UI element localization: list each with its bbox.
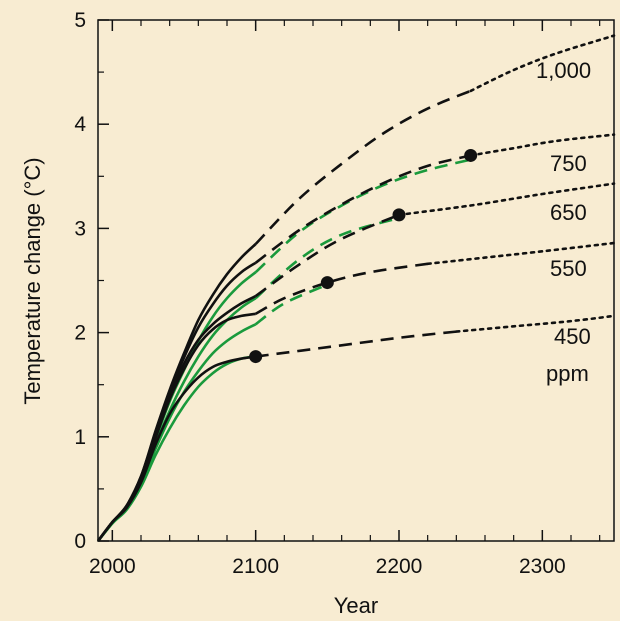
y-tick-label: 2 <box>74 322 86 345</box>
x-axis-title: Year <box>334 593 378 618</box>
stabilization-point-1 <box>249 350 263 364</box>
curves <box>96 34 616 542</box>
y-tick-label: 0 <box>74 530 86 553</box>
series-650-dotted-line <box>397 182 616 217</box>
y-axis-title: Temperature change (°C) <box>20 157 45 404</box>
stabilization-point-3 <box>392 208 406 222</box>
y-tick-label: 3 <box>74 217 86 240</box>
series-1000-solid-line <box>96 243 257 542</box>
x-tick-label: 2000 <box>89 555 136 578</box>
stabilization-points <box>249 148 478 364</box>
series-green-7-dashed-line <box>254 283 328 326</box>
curve-labels: 1,000 750 650 550 450 ppm <box>536 58 591 386</box>
series-550-solid-line <box>96 312 256 542</box>
series-450-dotted-line <box>455 314 616 333</box>
label-650: 650 <box>550 200 587 225</box>
series-550-dotted-line <box>426 241 616 266</box>
plot-border <box>97 19 615 542</box>
series-650-dashed-line <box>254 213 400 298</box>
series-1000-dotted-line <box>469 34 616 93</box>
label-1000: 1,000 <box>536 58 591 83</box>
x-tick-label: 2100 <box>232 555 279 578</box>
stabilization-point-4 <box>464 148 478 162</box>
label-750: 750 <box>550 151 587 176</box>
label-450: 450 <box>554 324 591 349</box>
series-750-dotted-line <box>469 133 616 157</box>
series-green-7-solid-line <box>96 323 257 542</box>
series-550-dashed-line <box>255 262 428 315</box>
x-tick-label: 2300 <box>519 555 566 578</box>
y-tick-label: 1 <box>74 426 86 449</box>
x-tick-label: 2200 <box>376 555 423 578</box>
label-550: 550 <box>550 256 587 281</box>
series-450-solid-line <box>96 355 256 542</box>
y-tick-label: 4 <box>74 113 86 136</box>
series-green-6-solid-line <box>96 297 257 542</box>
stabilization-point-2 <box>320 276 334 290</box>
series-green-5-dashed-line <box>254 158 472 274</box>
plot-frame <box>97 19 615 542</box>
axis-ticks: 2000 2100 2200 2300 0 1 2 3 4 5 <box>74 9 601 578</box>
series-450-dashed-line <box>255 330 457 358</box>
label-ppm: ppm <box>546 361 589 386</box>
series-750-dashed-line <box>254 154 471 264</box>
y-tick-label: 5 <box>74 9 86 32</box>
